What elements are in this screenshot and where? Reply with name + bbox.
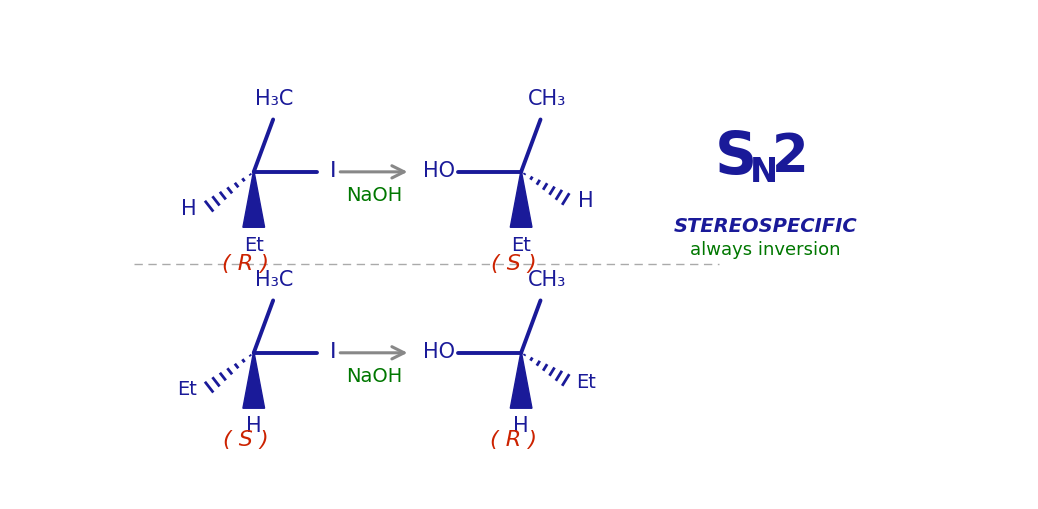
Text: H: H	[514, 415, 529, 435]
Text: CH₃: CH₃	[527, 89, 566, 109]
Text: CH₃: CH₃	[527, 269, 566, 289]
Text: H₃C: H₃C	[255, 269, 294, 289]
Text: H: H	[246, 415, 262, 435]
Text: HO: HO	[422, 161, 455, 181]
Polygon shape	[511, 173, 531, 228]
Text: N: N	[749, 156, 777, 189]
Text: always inversion: always inversion	[690, 240, 841, 259]
Text: HO: HO	[422, 342, 455, 361]
Text: S: S	[715, 129, 757, 186]
Text: H: H	[578, 191, 594, 211]
Text: ( S ): ( S )	[223, 429, 269, 449]
Text: STEREOSPECIFIC: STEREOSPECIFIC	[674, 217, 857, 236]
Text: Et: Et	[177, 380, 197, 399]
Text: Et: Et	[244, 235, 264, 254]
Text: NaOH: NaOH	[346, 366, 402, 386]
Polygon shape	[243, 353, 265, 408]
Text: H: H	[181, 199, 196, 218]
Text: Et: Et	[511, 235, 531, 254]
Text: 2: 2	[771, 131, 809, 183]
Text: I: I	[329, 161, 336, 181]
Text: Et: Et	[576, 372, 596, 391]
Polygon shape	[511, 353, 531, 408]
Text: ( R ): ( R )	[222, 253, 270, 273]
Text: NaOH: NaOH	[346, 186, 402, 205]
Text: H₃C: H₃C	[255, 89, 294, 109]
Polygon shape	[243, 173, 265, 228]
Text: ( R ): ( R )	[490, 429, 537, 449]
Text: I: I	[329, 342, 336, 361]
Text: ( S ): ( S )	[491, 253, 537, 273]
